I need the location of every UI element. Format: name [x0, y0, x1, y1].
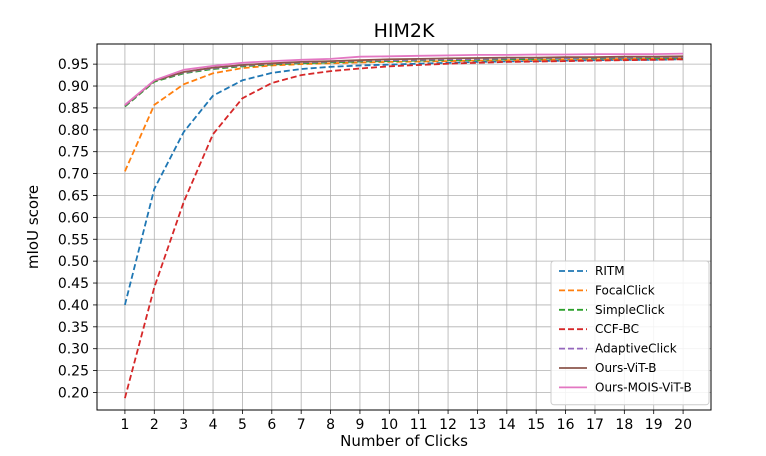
y-tick-label: 0.85 — [58, 101, 89, 117]
legend-label: Ours-MOIS-ViT-B — [595, 380, 692, 394]
x-tick-label: 18 — [615, 417, 633, 433]
plot-area-frame — [96, 43, 712, 411]
x-tick-label: 12 — [439, 417, 457, 433]
legend-label: SimpleClick — [595, 303, 665, 317]
x-tick-label: 20 — [674, 417, 692, 433]
legend-label: FocalClick — [595, 283, 655, 297]
legend-label: RITM — [595, 264, 625, 278]
y-tick-label: 0.95 — [58, 57, 89, 73]
y-tick-label: 0.70 — [58, 167, 89, 183]
x-tick-label: 15 — [527, 417, 545, 433]
y-tick-label: 0.40 — [58, 298, 89, 314]
x-tick-label: 10 — [380, 417, 398, 433]
x-axis-label: Number of Clicks — [340, 432, 468, 450]
y-tick-label: 0.30 — [58, 342, 89, 358]
y-axis-label: mIoU score — [24, 185, 42, 269]
y-tick-label: 0.60 — [58, 210, 89, 226]
x-tick-label: 2 — [150, 417, 159, 433]
legend: RITM FocalClick SimpleClick CCF-BC AdaptiveC… — [550, 260, 710, 406]
series-line-ours-mois-vit-b — [124, 52, 684, 106]
legend-label: AdaptiveClick — [595, 342, 677, 356]
x-tick-label: 17 — [586, 417, 604, 433]
series-line-ours-vit-b — [124, 55, 684, 106]
y-tick-label: 0.35 — [58, 320, 89, 336]
legend-box — [550, 260, 710, 406]
x-tick-label: 8 — [326, 417, 335, 433]
x-tick-label: 16 — [557, 417, 575, 433]
y-tick-label: 0.90 — [58, 79, 89, 95]
x-tick-label: 6 — [267, 417, 276, 433]
y-tick-label: 0.75 — [58, 145, 89, 161]
axis-ticks: 1 2 3 4 5 6 7 8 9 10 11 12 13 14 15 16 17 18 19 200.200.250… — [58, 57, 692, 433]
y-tick-label: 0.25 — [58, 364, 89, 380]
y-tick-label: 0.80 — [58, 123, 89, 139]
y-tick-label: 0.50 — [58, 254, 89, 270]
x-tick-label: 1 — [120, 417, 129, 433]
legend-label: CCF-BC — [595, 322, 639, 336]
y-tick-label: 0.20 — [58, 385, 89, 401]
x-tick-label: 19 — [645, 417, 663, 433]
y-tick-label: 0.45 — [58, 276, 89, 292]
x-tick-label: 5 — [238, 417, 247, 433]
x-tick-label: 4 — [209, 417, 218, 433]
x-tick-label: 3 — [179, 417, 188, 433]
series-line-focalclick — [124, 57, 684, 172]
x-tick-label: 14 — [498, 417, 516, 433]
x-tick-label: 11 — [410, 417, 428, 433]
x-tick-label: 7 — [297, 417, 306, 433]
chart-title: HIM2K — [374, 20, 435, 42]
y-tick-label: 0.55 — [58, 232, 89, 248]
x-tick-label: 13 — [469, 417, 487, 433]
legend-label: Ours-ViT-B — [595, 361, 657, 375]
x-tick-label: 9 — [355, 417, 364, 433]
series-line-ccf-bc — [124, 58, 684, 399]
series-lines — [124, 52, 684, 399]
y-tick-label: 0.65 — [58, 188, 89, 204]
